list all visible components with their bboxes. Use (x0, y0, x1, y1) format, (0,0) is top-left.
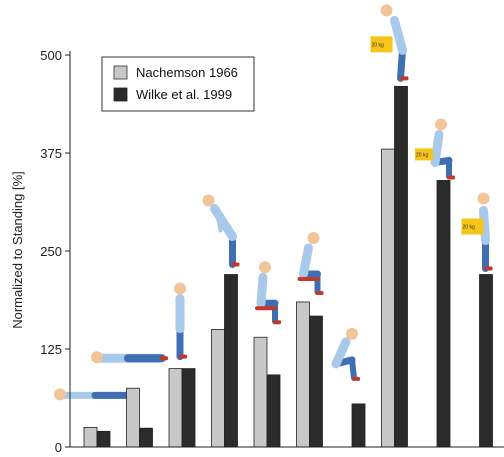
svg-text:20 kg: 20 kg (416, 152, 428, 158)
y-tick-label-500: 500 (40, 48, 62, 63)
y-axis: 0 125 250 375 500 (40, 48, 504, 455)
bar-nachemson-1 (83, 426, 98, 448)
posture-figure-holding-box-20kg: 20 kg (461, 192, 493, 273)
bar-wilke-6 (309, 315, 323, 448)
bar-wilke-10 (479, 274, 493, 448)
bar-nachemson-2 (126, 387, 140, 448)
bar-wilke-4 (224, 274, 238, 448)
bar-nachemson-6 (296, 301, 310, 448)
posture-figures: 20 kg 20 kg 20 kg (54, 4, 493, 401)
legend: Nachemson 1966 Wilke et al. 1999 (101, 56, 255, 112)
svg-text:20 kg: 20 kg (372, 42, 384, 48)
posture-figure-lifting-20kg: 20 kg (370, 4, 409, 82)
y-tick-label-250: 250 (40, 244, 62, 259)
posture-figure-seated-box-20kg: 20 kg (415, 118, 455, 180)
y-axis-title: Normalized to Standing [%] (10, 171, 25, 329)
posture-figure-lying-supine (54, 388, 134, 401)
bar-nachemson-8 (381, 148, 395, 448)
bars (83, 85, 493, 448)
bar-wilke-9 (436, 180, 451, 448)
legend-swatch-wilke (113, 87, 128, 102)
legend-swatch-nachemson (113, 65, 128, 80)
posture-figure-sitting-slouched (331, 327, 360, 381)
y-tick-label-0: 0 (55, 440, 62, 455)
legend-label-wilke: Wilke et al. 1999 (136, 87, 232, 102)
bar-wilke-2 (139, 427, 153, 448)
posture-figure-sitting-slumped (297, 231, 324, 295)
posture-figure-bent-forward (202, 194, 240, 269)
bar-nachemson-5 (253, 336, 268, 448)
bar-wilke-8 (394, 85, 408, 448)
posture-figure-lying-side (91, 351, 168, 364)
bar-wilke-5 (266, 374, 281, 448)
bar-wilke-1 (96, 430, 111, 448)
bar-wilke-7 (351, 403, 366, 448)
y-tick-label-375: 375 (40, 146, 62, 161)
bar-nachemson-3 (168, 368, 183, 448)
posture-figure-sitting-upright (255, 261, 281, 325)
svg-text:20 kg: 20 kg (463, 225, 475, 231)
bar-wilke-3 (181, 368, 196, 448)
legend-label-nachemson: Nachemson 1966 (136, 65, 238, 80)
posture-figure-standing (174, 282, 187, 361)
bar-nachemson-4 (211, 328, 225, 448)
y-tick-label-125: 125 (40, 342, 62, 357)
